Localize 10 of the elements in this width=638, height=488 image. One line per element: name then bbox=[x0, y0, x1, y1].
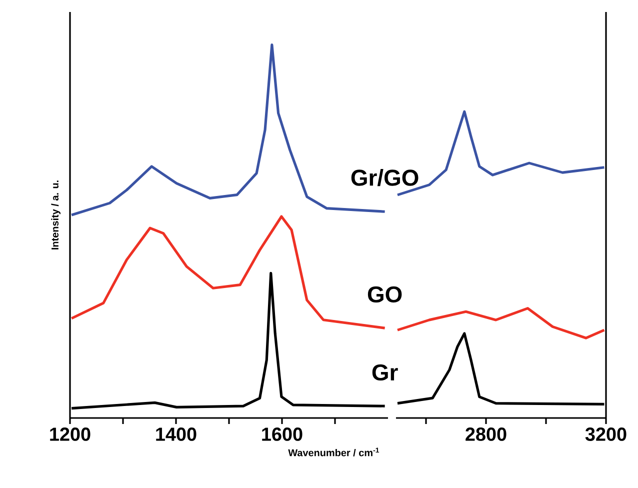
x-tick-label: 3200 bbox=[585, 428, 626, 441]
series-label: GO bbox=[368, 286, 402, 303]
x-tick-label: 1600 bbox=[262, 428, 302, 441]
y-axis-title: Intensity / a. u. bbox=[51, 180, 60, 250]
x-axis-title: Wavenumber / cm$^{-1}$ bbox=[288, 448, 380, 456]
x-tick-label: 2800 bbox=[466, 428, 506, 441]
series-label: Gr/GO bbox=[351, 169, 418, 186]
x-tick-label: 1200 bbox=[50, 428, 90, 441]
series-label: Gr bbox=[372, 364, 398, 381]
x-tick-label: 1400 bbox=[156, 428, 196, 441]
